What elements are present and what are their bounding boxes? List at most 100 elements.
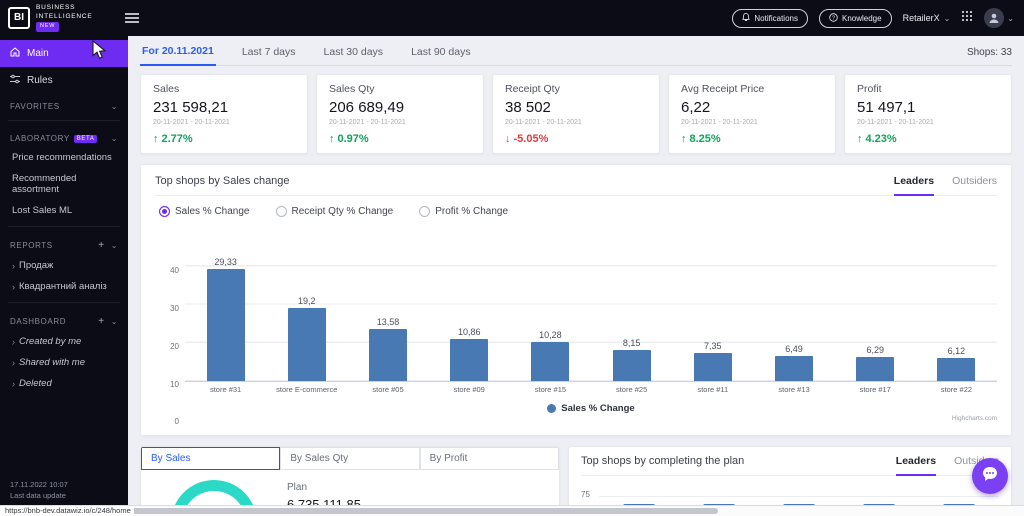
y-tick: 20 [170, 342, 179, 351]
kpi-card[interactable]: Receipt Qty 38 502 20-11-2021 - 20-11-2021… [492, 74, 660, 154]
kpi-card[interactable]: Sales Qty 206 689,49 20-11-2021 - 20-11-20… [316, 74, 484, 154]
menu-toggle-icon[interactable] [124, 12, 139, 24]
tab-last-30-days[interactable]: Last 30 days [323, 46, 384, 58]
tab-leaders[interactable]: Leaders [895, 455, 937, 476]
sidebar-item-laboratory[interactable]: Recommended assortment [0, 168, 128, 200]
tab-leaders[interactable]: Leaders [893, 175, 935, 196]
legend-label: Sales % Change [561, 403, 635, 414]
tab-by-sales[interactable]: By Sales [141, 447, 281, 470]
chevron-right-icon: › [12, 281, 15, 292]
bar[interactable] [856, 357, 895, 381]
highcharts-credit[interactable]: Highcharts.com [951, 415, 997, 422]
bar-value-label: 6,12 [947, 346, 966, 356]
chat-button[interactable] [972, 458, 1008, 494]
bar[interactable] [937, 358, 976, 381]
bar-category-label: store E-commerce [276, 385, 338, 394]
arrow-up-icon: ↑ [857, 133, 863, 145]
legend-row: Sales % Change [185, 403, 997, 414]
sidebar: Main Rules FAVORITES ⌄ LABORATORY BETA ⌄… [0, 36, 128, 516]
bar[interactable] [693, 353, 732, 381]
sidebar-item-label: Created by me [19, 336, 82, 347]
bar-value-label: 10,86 [457, 327, 481, 337]
sidebar-item-dashboard[interactable]: › Deleted [0, 373, 128, 394]
bar-category-label: store #17 [859, 385, 891, 394]
sidebar-section-dashboard[interactable]: DASHBOARD + ⌄ [0, 308, 128, 331]
tab-by-sales-qty[interactable]: By Sales Qty [280, 447, 420, 470]
divider [8, 302, 120, 303]
sidebar-item-label: Deleted [19, 378, 52, 389]
divider [8, 120, 120, 121]
tab-last-7-days[interactable]: Last 7 days [241, 46, 296, 58]
bar-category-label: store #15 [534, 385, 567, 394]
bar[interactable] [612, 350, 651, 381]
kpi-card[interactable]: Sales 231 598,21 20-11-2021 - 20-11-2021 ↑ 2… [140, 74, 308, 154]
bar[interactable] [531, 342, 570, 381]
add-report-icon[interactable]: + [98, 240, 105, 251]
sidebar-item-laboratory[interactable]: Price recommendations [0, 147, 128, 168]
bi-logo-icon: BI [8, 6, 30, 29]
bar[interactable] [369, 329, 407, 381]
kpi-period: 20-11-2021 - 20-11-2021 [153, 119, 230, 126]
sidebar-section-favorites[interactable]: FAVORITES ⌄ [0, 94, 128, 115]
arrow-up-icon: ↑ [153, 133, 159, 145]
sidebar-item-report[interactable]: › Продаж [0, 255, 128, 276]
bar[interactable] [775, 356, 814, 381]
chevron-down-icon: ⌄ [943, 13, 951, 23]
bar[interactable] [287, 308, 326, 381]
last-update-time: 17.11.2022 10:07 [10, 479, 68, 489]
sidebar-item-main[interactable]: Main [0, 40, 128, 67]
user-menu[interactable]: ⌄ [984, 8, 1014, 28]
bar-column: 10,86 [429, 229, 510, 381]
kpi-change-value: 4.23% [865, 133, 897, 145]
sidebar-item-dashboard[interactable]: › Created by me [0, 331, 128, 352]
kpi-value: 206 689,49 [329, 99, 405, 116]
bell-icon [742, 12, 751, 24]
bar-column: 13,58 [347, 229, 428, 381]
dashboard-items: › Created by me › Shared with me › Deleted [0, 331, 128, 394]
y-tick: 40 [170, 266, 179, 275]
retailer-select[interactable]: RetailerX ⌄ [903, 13, 951, 23]
radio-profit-change[interactable]: Profit % Change [419, 206, 508, 217]
rules-icon [10, 74, 20, 87]
plan-chart-title: Top shops by completing the plan [581, 455, 745, 467]
beta-badge: BETA [73, 134, 98, 143]
sidebar-section-reports[interactable]: REPORTS + ⌄ [0, 232, 128, 255]
tab-last-90-days[interactable]: Last 90 days [411, 46, 471, 58]
bar-value-label: 29,33 [214, 257, 237, 267]
chevron-down-icon: ⌄ [1007, 13, 1014, 23]
sidebar-section-laboratory[interactable]: LABORATORY BETA ⌄ [0, 126, 128, 147]
notifications-button[interactable]: Notifications [732, 8, 808, 28]
add-dashboard-icon[interactable]: + [98, 316, 105, 327]
sidebar-item-report[interactable]: › Квадрантний аналіз [0, 276, 128, 297]
logo-text: BUSINESS INTELLIGENCE NEW [36, 4, 93, 32]
section-label: REPORTS [10, 241, 53, 250]
tab-for-date[interactable]: For 20.11.2021 [140, 45, 216, 66]
y-tick: 30 [170, 304, 179, 313]
top-shops-chart-card: Top shops by Sales change Leaders Outsid… [140, 164, 1012, 436]
kpi-card[interactable]: Avg Receipt Price 6,22 20-11-2021 - 20-11-… [668, 74, 836, 154]
kpi-card[interactable]: Profit 51 497,1 20-11-2021 - 20-11-2021 ↑ 4.… [844, 74, 1012, 154]
bar[interactable] [206, 269, 245, 381]
tab-outsiders[interactable]: Outsiders [952, 175, 997, 187]
sidebar-item-label: Продаж [19, 260, 54, 271]
kpi-value: 6,22 [681, 99, 711, 116]
apps-grid-icon[interactable] [961, 9, 973, 27]
horizontal-scrollbar[interactable] [130, 508, 718, 514]
section-label: FAVORITES [10, 102, 60, 111]
kpi-value: 38 502 [505, 99, 551, 116]
kpi-period: 20-11-2021 - 20-11-2021 [857, 119, 934, 126]
sidebar-item-rules[interactable]: Rules [0, 67, 128, 94]
bar[interactable] [450, 339, 489, 381]
tab-by-profit[interactable]: By Profit [419, 447, 559, 470]
status-bar: https://bnb-dev.datawiz.io/c/248/home [0, 505, 1024, 516]
sidebar-item-label: Квадрантний аналіз [19, 281, 107, 292]
sidebar-item-dashboard[interactable]: › Shared with me [0, 352, 128, 373]
main-content: For 20.11.2021 Last 7 days Last 30 days … [128, 36, 1024, 516]
last-update-label: Last data update [10, 490, 66, 500]
radio-receipt-qty-change[interactable]: Receipt Qty % Change [275, 206, 393, 217]
chart-legend[interactable]: Sales % Change [547, 403, 635, 414]
knowledge-button[interactable]: ? Knowledge [818, 8, 892, 28]
app-logo[interactable]: BI BUSINESS INTELLIGENCE NEW [0, 4, 93, 32]
sidebar-item-laboratory[interactable]: Lost Sales ML [0, 200, 128, 221]
radio-sales-change[interactable]: Sales % Change [159, 206, 250, 217]
